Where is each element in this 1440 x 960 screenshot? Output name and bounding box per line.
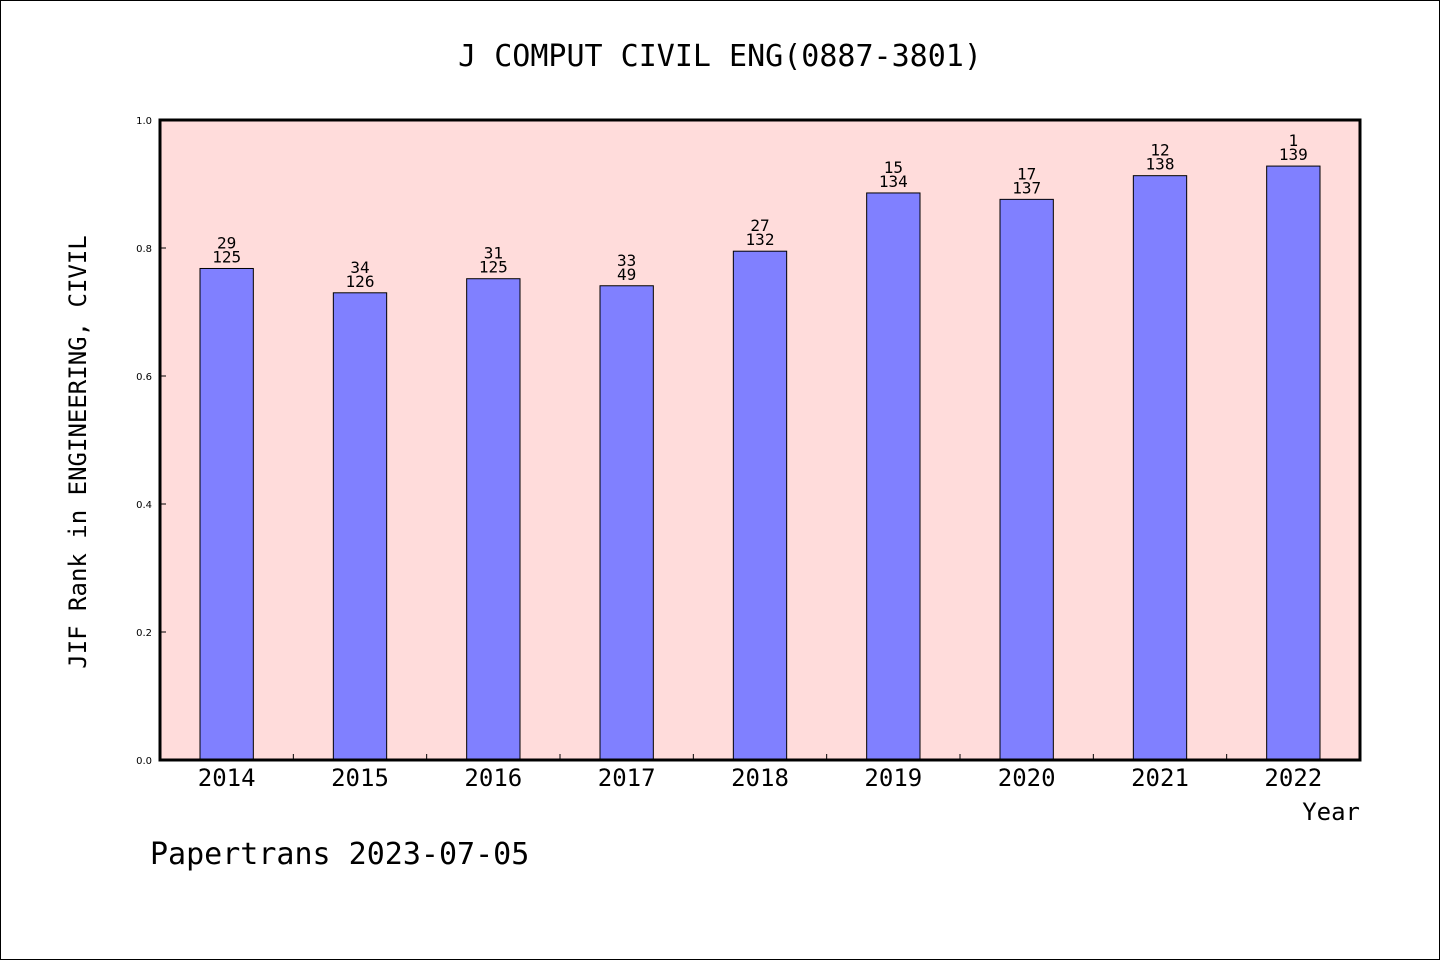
bar-rank-label: 31 bbox=[484, 244, 503, 263]
x-axis-ticks: 2014 2015 2016 2017 2018 2019 2020 2021 2022 bbox=[198, 754, 1322, 792]
bar-2014 bbox=[199, 267, 254, 761]
bar-total-label: 125 bbox=[479, 258, 508, 277]
bar-2020 bbox=[999, 198, 1054, 761]
x-tick-label: 2015 bbox=[331, 764, 389, 792]
y-tick-label: 0.0 bbox=[136, 756, 152, 767]
bar-2021 bbox=[1132, 175, 1188, 761]
x-tick-label: 2022 bbox=[1264, 764, 1322, 792]
plot-border bbox=[158, 118, 1362, 762]
x-tick-label: 2021 bbox=[1131, 764, 1189, 792]
x-tick-label: 2017 bbox=[598, 764, 656, 792]
bar-total-label: 138 bbox=[1146, 155, 1175, 174]
x-tick-label: 2020 bbox=[998, 764, 1056, 792]
bar-rank-label: 15 bbox=[884, 158, 903, 177]
y-tick-label: 0.6 bbox=[136, 372, 152, 383]
bar-total-label: 125 bbox=[212, 247, 241, 266]
y-tick-label: 1.0 bbox=[136, 116, 152, 127]
y-tick-label: 0.8 bbox=[136, 244, 152, 255]
bar-rank-label: 34 bbox=[350, 258, 369, 277]
bar-rank-label: 27 bbox=[750, 216, 769, 235]
chart-title: J COMPUT CIVIL ENG(0887-3801) bbox=[458, 39, 982, 74]
x-tick-label: 2018 bbox=[731, 764, 789, 792]
bar-rank-label: 17 bbox=[1017, 164, 1036, 183]
bar-2015 bbox=[332, 292, 388, 761]
x-axis-label: Year bbox=[1302, 798, 1360, 826]
y-tick-label: 0.4 bbox=[136, 500, 152, 511]
bar-rank-label: 33 bbox=[617, 251, 636, 270]
bar-rank-label: 1 bbox=[1289, 131, 1299, 150]
bar-total-label: 134 bbox=[879, 172, 908, 191]
bar-2022 bbox=[1266, 165, 1321, 761]
bar-2016 bbox=[466, 278, 521, 761]
bar-total-label: 132 bbox=[746, 230, 775, 249]
bar-total-label: 126 bbox=[346, 272, 375, 291]
bar-2017 bbox=[599, 285, 654, 761]
bar-total-label: 139 bbox=[1279, 145, 1308, 164]
bar-2018 bbox=[732, 250, 788, 761]
y-tick-label: 0.2 bbox=[136, 628, 152, 639]
bar-total-label: 137 bbox=[1012, 178, 1041, 197]
footer-text: Papertrans 2023-07-05 bbox=[150, 837, 529, 872]
x-tick-label: 2016 bbox=[464, 764, 522, 792]
bar-rank-label: 12 bbox=[1150, 141, 1169, 160]
bar-2019 bbox=[866, 192, 921, 761]
bar-rank-label: 29 bbox=[217, 233, 236, 252]
x-tick-label: 2019 bbox=[864, 764, 922, 792]
bar-total-label: 49 bbox=[617, 265, 636, 284]
x-tick-label: 2014 bbox=[198, 764, 256, 792]
y-axis-label: JIF Rank in ENGINEERING, CIVIL bbox=[64, 235, 92, 668]
